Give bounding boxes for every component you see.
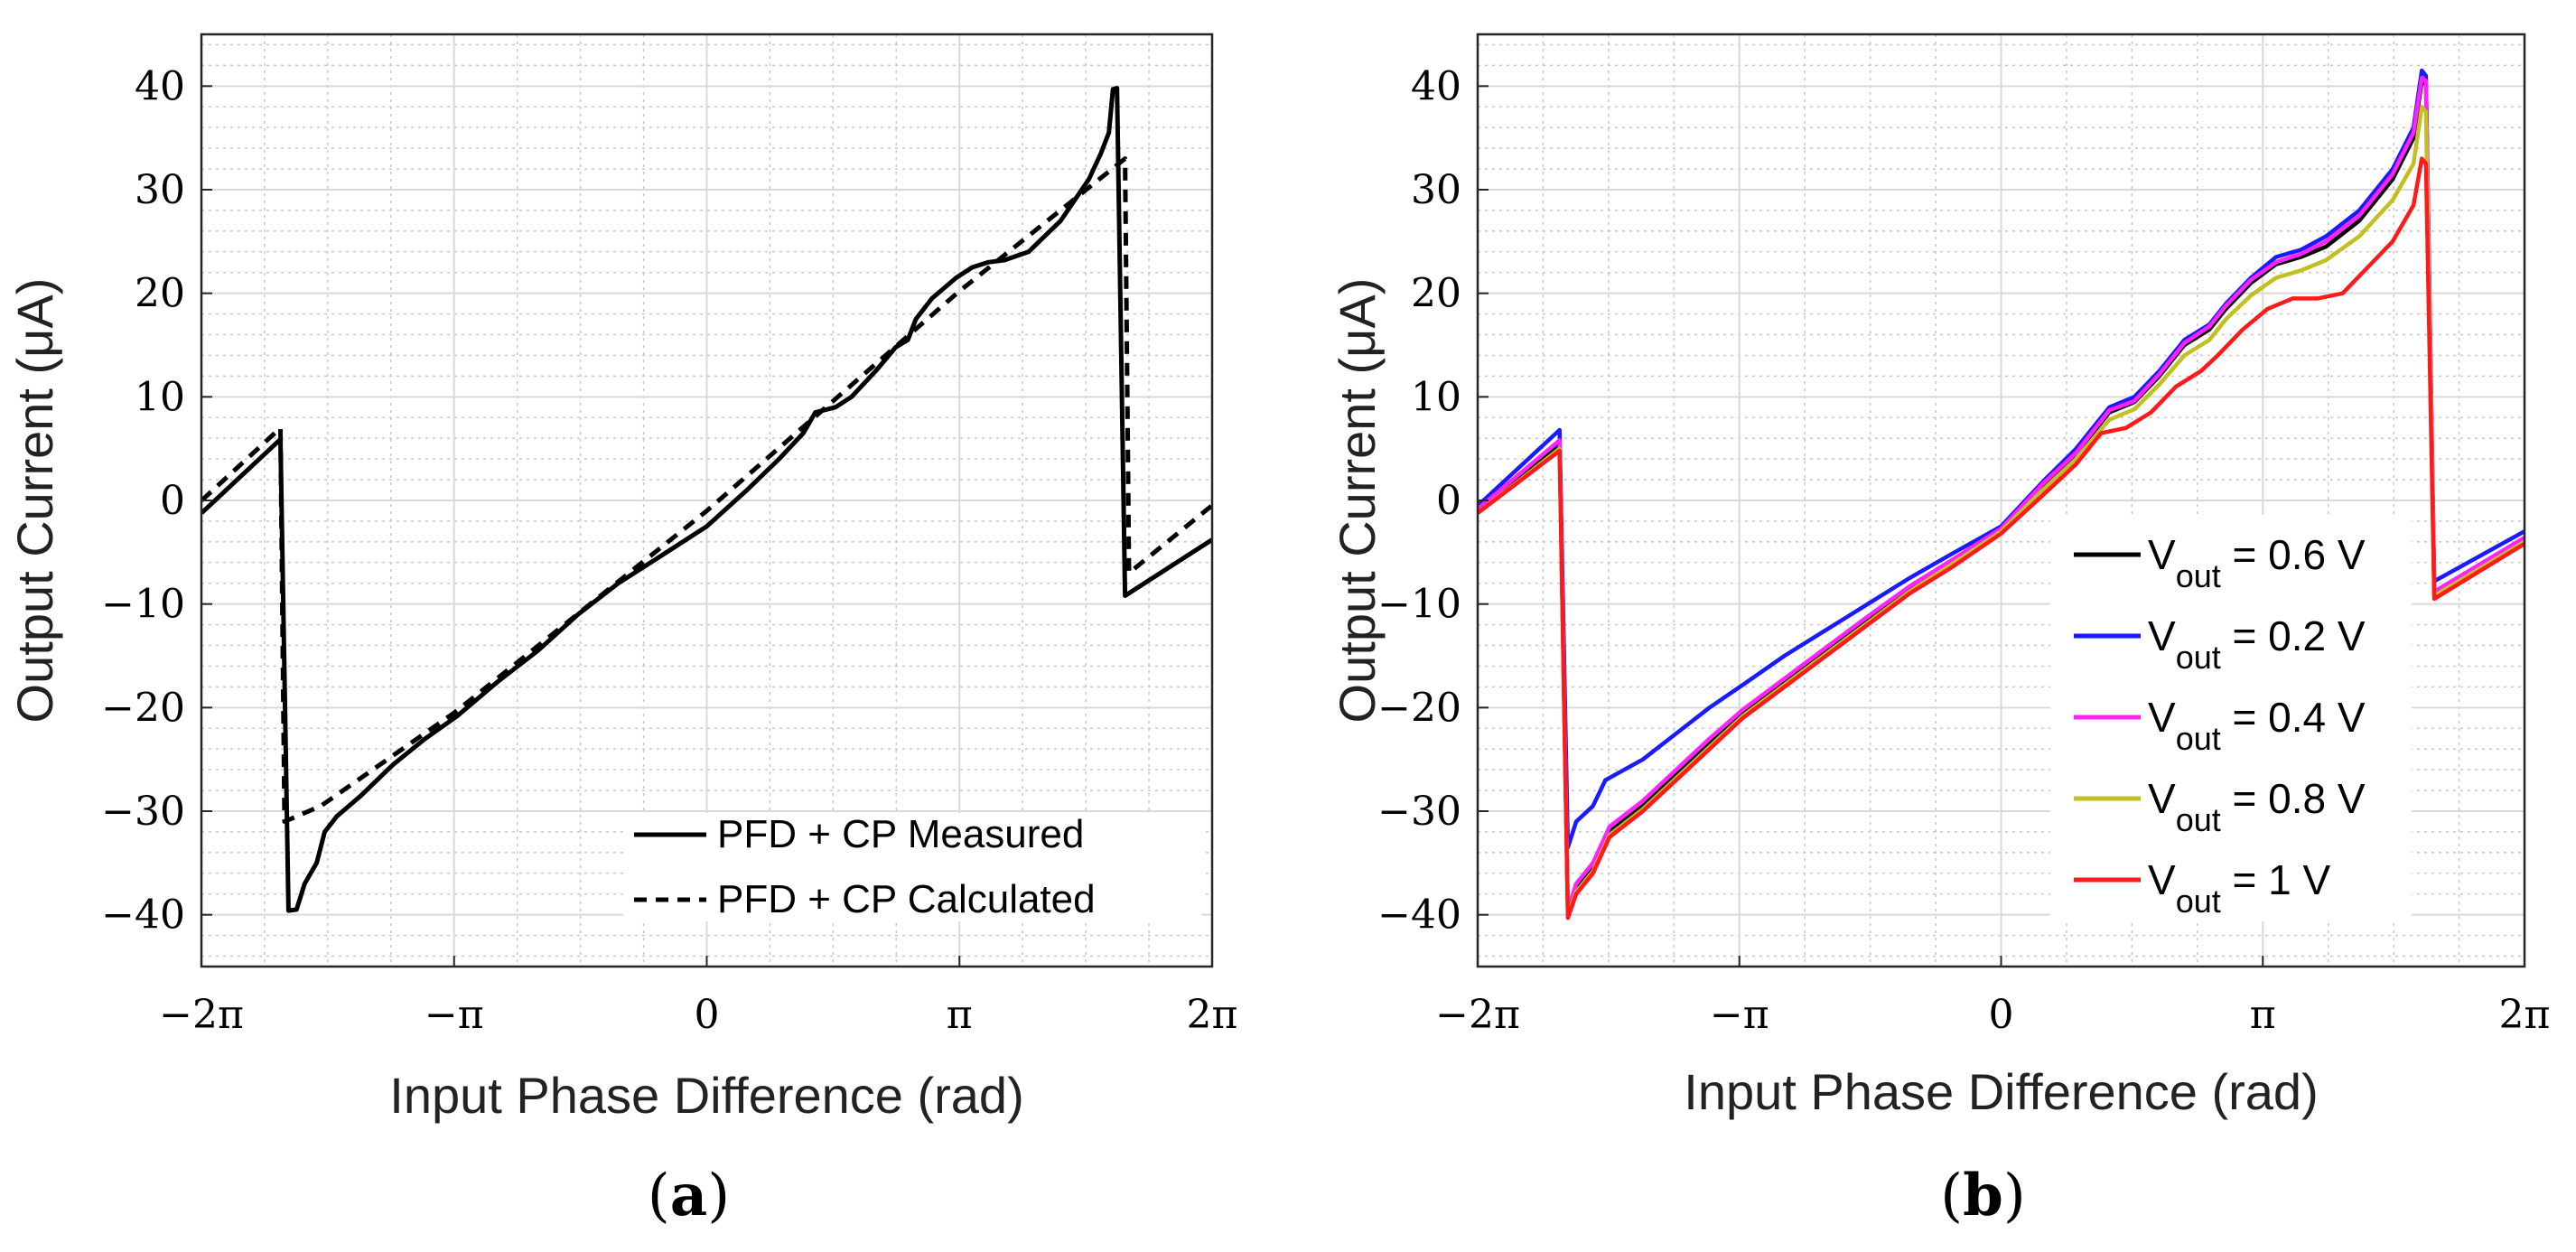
x-tick-label: 0	[695, 992, 720, 1038]
x-tick-label: −π	[425, 992, 484, 1038]
series-line-5	[1476, 156, 2525, 920]
legend-label: Vout = 0.4 V	[2148, 694, 2366, 757]
legend-label-rest: = 0.4 V	[2221, 694, 2366, 741]
legend-label-rest: = 1 V	[2221, 856, 2331, 903]
legend: PFD + CP Measured PFD + CP Calculated	[623, 812, 1201, 921]
y-tick-label: −10	[101, 582, 185, 628]
legend-label-main: V	[2148, 694, 2176, 741]
series-line-2	[200, 156, 1214, 824]
x-axis-label: Input Phase Difference (rad)	[389, 1067, 1023, 1124]
caption-open-paren: (	[648, 1163, 670, 1229]
legend-label: Vout = 0.2 V	[2148, 612, 2366, 676]
caption-letter: b	[1963, 1162, 2003, 1229]
x-tick-label: −π	[1710, 992, 1769, 1038]
legend-label-rest: = 0.6 V	[2221, 531, 2366, 578]
y-axis-label: Output Current (μA)	[6, 278, 63, 724]
legend-label: PFD + CP Measured	[717, 812, 1084, 856]
y-tick-label: 30	[135, 167, 185, 213]
y-tick-label: 30	[1411, 167, 1461, 213]
series-group	[1476, 68, 2525, 920]
y-tick-label: 20	[1411, 271, 1461, 317]
legend-label: Vout = 0.8 V	[2148, 775, 2366, 838]
y-tick-label: 10	[135, 374, 185, 420]
y-tick-label: 10	[1411, 374, 1461, 420]
x-tick-label: −2π	[1435, 992, 1520, 1038]
series-line-2	[1476, 68, 2525, 850]
caption-close-paren: )	[2003, 1163, 2026, 1229]
legend-label: PFD + CP Calculated	[717, 877, 1096, 921]
x-tick-label: 2π	[1187, 992, 1238, 1038]
panel-caption: (b)	[1940, 1162, 2026, 1229]
y-tick-label: 0	[160, 478, 185, 524]
y-tick-label: 20	[135, 271, 185, 317]
y-tick-label: 0	[1436, 478, 1461, 524]
legend-label-subscript: out	[2176, 883, 2221, 920]
caption-letter: a	[670, 1162, 707, 1229]
legend-background	[623, 813, 1201, 921]
y-tick-label: −40	[1377, 892, 1461, 939]
legend-label-main: V	[2148, 531, 2176, 578]
panel-b: −2π −π 0 π 2π 40 30 20 10 0 −10 −20 −30 −40 Input Phas…	[1329, 33, 2551, 1229]
legend-label-subscript: out	[2176, 557, 2221, 594]
legend-label-rest: = 0.8 V	[2221, 775, 2366, 822]
y-tick-label: −40	[101, 892, 185, 939]
series-group	[200, 86, 1214, 913]
y-tick-label: −30	[1377, 789, 1461, 835]
caption-open-paren: (	[1940, 1163, 1963, 1229]
panel-caption: (a)	[648, 1162, 730, 1229]
legend-label: Vout = 0.6 V	[2148, 531, 2366, 594]
y-tick-label: −30	[101, 789, 185, 835]
legend-label-subscript: out	[2176, 801, 2221, 838]
legend-label-main: V	[2148, 775, 2176, 822]
x-tick-label: π	[2250, 992, 2276, 1038]
x-tick-label: −2π	[159, 992, 244, 1038]
x-tick-label: π	[947, 992, 973, 1038]
legend-label-subscript: out	[2176, 720, 2221, 757]
x-tick-label: 0	[1989, 992, 2014, 1038]
y-tick-label: −10	[1377, 582, 1461, 628]
legend-label-rest: = 0.2 V	[2221, 612, 2366, 659]
series-line-3	[1476, 75, 2525, 912]
y-tick-label: −20	[101, 685, 185, 731]
y-tick-label: 40	[135, 63, 185, 109]
legend-label-main: V	[2148, 856, 2176, 903]
y-tick-label: −20	[1377, 685, 1461, 731]
legend-label-main: V	[2148, 612, 2176, 659]
panel-a: −2π −π 0 π 2π 40 30 20 10 0 −10 −20 −30 −40 Input Phas…	[6, 33, 1238, 1229]
legend-label-subscript: out	[2176, 639, 2221, 676]
x-tick-label: 2π	[2499, 992, 2551, 1038]
minor-grid	[201, 34, 1212, 967]
x-axis-label: Input Phase Difference (rad)	[1684, 1063, 2318, 1120]
caption-close-paren: )	[707, 1163, 730, 1229]
legend-label: Vout = 1 V	[2148, 856, 2331, 920]
y-axis-label: Output Current (μA)	[1329, 278, 1386, 724]
y-tick-label: 40	[1411, 63, 1461, 109]
